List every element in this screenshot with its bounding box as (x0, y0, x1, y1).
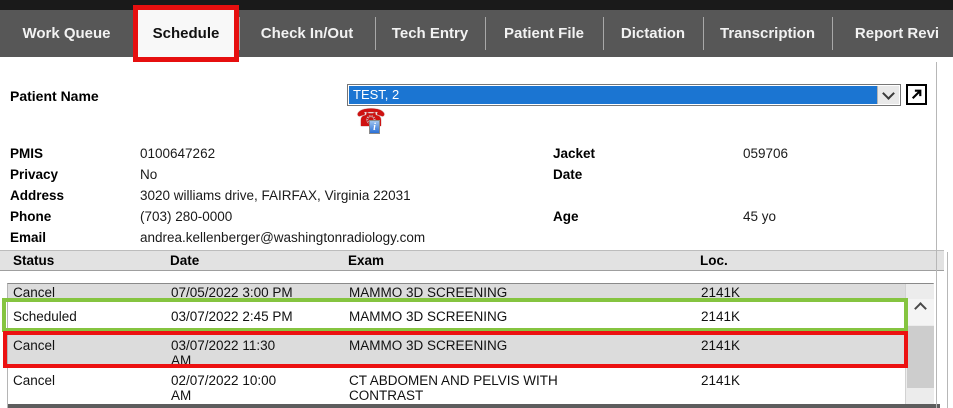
tab-transcription[interactable]: Transcription (703, 10, 832, 57)
tab-report-review[interactable]: Report Revi (832, 10, 953, 57)
column-header-exam[interactable]: Exam (348, 253, 385, 268)
row-date: 02/07/2022 10:00 AM (171, 373, 277, 403)
tab-bar-top-strip (0, 0, 953, 10)
row-loc: 2141K (701, 373, 741, 388)
tab-dictation[interactable]: Dictation (603, 10, 703, 57)
appointment-row-1[interactable]: Cancel 07/05/2022 3:00 PM MAMMO 3D SCREE… (8, 284, 906, 300)
tab-patient-file[interactable]: Patient File (485, 10, 603, 57)
row-exam: MAMMO 3D SCREENING (349, 309, 508, 324)
row-date: 03/07/2022 11:30 AM (171, 338, 276, 368)
jacket-label: Jacket (553, 146, 596, 161)
row-status: Cancel (13, 285, 56, 300)
tab-bar: Work Queue Schedule Check In/Out Tech En… (0, 0, 953, 62)
address-label: Address (10, 188, 65, 203)
row-exam: CT ABDOMEN AND PELVIS WITH CONTRAST (349, 373, 558, 403)
row-exam: MAMMO 3D SCREENING (349, 285, 508, 300)
patient-name-dropdown-button[interactable] (877, 86, 899, 104)
phone-value: (703) 280-0000 (140, 209, 233, 224)
row-status: Scheduled (13, 309, 77, 324)
jacket-value: 059706 (743, 146, 789, 161)
pmis-label: PMIS (10, 146, 44, 161)
row-loc: 2141K (701, 285, 741, 300)
panel-right-border (936, 62, 937, 408)
appointments-header-row: Status Date Exam Loc. (0, 250, 944, 271)
row-status: Cancel (13, 338, 56, 353)
window-right-border (947, 252, 948, 408)
scrollbar-thumb[interactable] (907, 326, 934, 388)
privacy-label: Privacy (10, 167, 59, 182)
appointment-row-4[interactable]: Cancel 02/07/2022 10:00 AM CT ABDOMEN AN… (8, 368, 906, 408)
row-loc: 2141K (701, 309, 741, 324)
patient-name-selected-value[interactable]: TEST, 2 (349, 86, 877, 104)
patient-name-label: Patient Name (10, 88, 99, 104)
age-label: Age (553, 209, 579, 224)
address-value: 3020 williams drive, FAIRFAX, Virginia 2… (140, 188, 411, 203)
email-label: Email (10, 230, 47, 245)
row-status: Cancel (13, 373, 56, 388)
date-label: Date (553, 167, 583, 182)
privacy-value: No (140, 167, 158, 182)
column-header-loc[interactable]: Loc. (700, 253, 728, 268)
chevron-up-icon (914, 302, 927, 315)
list-scrollbar[interactable] (905, 284, 934, 408)
email-value: andrea.kellenberger@washingtonradiology.… (140, 230, 426, 245)
tab-strip: Work Queue Schedule Check In/Out Tech En… (0, 5, 953, 62)
scroll-up-button[interactable] (907, 299, 934, 325)
patient-name-combobox[interactable]: TEST, 2 (347, 84, 901, 106)
patient-popout-button[interactable] (906, 84, 927, 105)
row-exam: MAMMO 3D SCREENING (349, 338, 508, 353)
column-header-date[interactable]: Date (170, 253, 200, 268)
window-bottom-edge (8, 404, 940, 408)
row-date: 03/07/2022 2:45 PM (171, 309, 293, 324)
column-header-status[interactable]: Status (13, 253, 55, 268)
appointments-list: Cancel 07/05/2022 3:00 PM MAMMO 3D SCREE… (7, 283, 934, 408)
external-link-arrow-icon (911, 89, 922, 100)
appointment-row-3[interactable]: Cancel 03/07/2022 11:30 AM MAMMO 3D SCRE… (8, 332, 906, 368)
tab-check-in-out[interactable]: Check In/Out (239, 10, 375, 57)
row-date: 07/05/2022 3:00 PM (171, 285, 293, 300)
tab-tech-entry[interactable]: Tech Entry (375, 10, 485, 57)
info-badge-icon: i (369, 120, 380, 134)
patient-contact-button[interactable]: ☎ i (356, 105, 386, 138)
chevron-down-icon (882, 86, 895, 100)
phone-label: Phone (10, 209, 52, 224)
appointment-row-2[interactable]: Scheduled 03/07/2022 2:45 PM MAMMO 3D SC… (8, 302, 906, 332)
tab-schedule[interactable]: Schedule (133, 5, 239, 62)
pmis-value: 0100647262 (140, 146, 216, 161)
row-loc: 2141K (701, 338, 741, 353)
age-value: 45 yo (743, 209, 777, 224)
tab-work-queue[interactable]: Work Queue (22, 25, 111, 42)
